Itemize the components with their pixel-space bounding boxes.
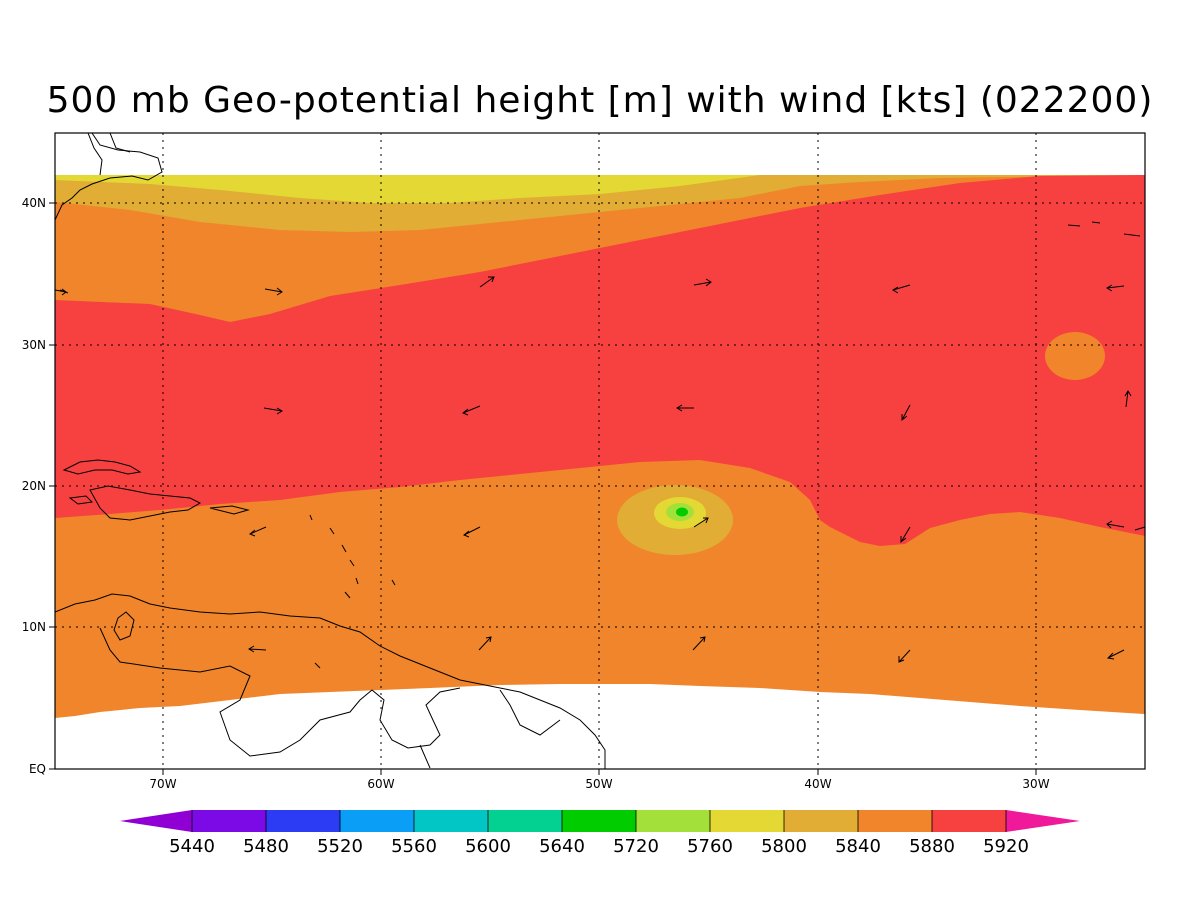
lat-label-20n: 20N: [22, 479, 46, 493]
colorbar-segment: [858, 810, 932, 832]
colorbar-label: 5640: [539, 836, 585, 857]
wind-vectors: [54, 276, 1146, 663]
wind-arrow: [249, 526, 267, 537]
no-data-region: [55, 684, 1145, 769]
wind-arrow: [693, 278, 712, 287]
lat-label-10n: 10N: [22, 620, 46, 634]
wind-arrow: [264, 287, 283, 296]
colorbar-label: 5440: [169, 836, 215, 857]
colorbar-label: 5600: [465, 836, 511, 857]
colorbar-right-tip: [1006, 810, 1080, 832]
wind-arrow: [263, 407, 283, 415]
lon-label-30w: 30W: [1022, 777, 1049, 791]
colorbar-segment: [710, 810, 784, 832]
colorbar-label: 5920: [983, 836, 1029, 857]
wind-arrow: [1134, 526, 1146, 531]
colorbar-segment: [488, 810, 562, 832]
map-title: 500 mb Geo-potential height [m] with win…: [46, 80, 1154, 121]
graticule: [55, 133, 1145, 769]
lat-label-eq: EQ: [29, 762, 46, 776]
coastline-puerto-rico: [209, 505, 250, 515]
coastline-atlantic-islands: [1067, 221, 1141, 237]
colorbar-segment: [192, 810, 266, 832]
colorbar-segment: [266, 810, 340, 832]
wind-arrow: [898, 649, 911, 663]
coastline-north-america: [55, 133, 163, 221]
colorbar-segment: [932, 810, 1006, 832]
colorbar-label: 5480: [243, 836, 289, 857]
wind-arrow: [693, 517, 709, 528]
wind-arrow: [1106, 284, 1125, 292]
colorbar-label: 5760: [687, 836, 733, 857]
wind-arrow: [1106, 649, 1125, 660]
plot-frame: [54, 132, 1146, 770]
contour-5920-band: [55, 175, 1145, 546]
colorbar-segment: [340, 810, 414, 832]
wind-arrow: [463, 526, 481, 538]
colorbar-label: 5800: [761, 836, 807, 857]
lat-label-30n: 30N: [22, 338, 46, 352]
colorbar-segment: [784, 810, 858, 832]
lon-label-40w: 40W: [804, 777, 831, 791]
colorbar-label: 5840: [835, 836, 881, 857]
colorbar: 5440 5480 5520 5560 5600 5640 5720 5760 …: [120, 810, 1080, 857]
coastline-lake-maracaibo: [113, 611, 135, 641]
coastline-jamaica: [68, 495, 94, 505]
wind-arrow: [892, 284, 911, 294]
border-lines-south-america: [99, 627, 561, 769]
wind-arrow: [248, 645, 267, 653]
coastline-hispaniola: [89, 485, 202, 521]
wind-arrow: [900, 526, 911, 544]
coastline-south-america: [55, 593, 606, 769]
colorbar-label: 5880: [909, 836, 955, 857]
wind-arrow: [478, 636, 492, 651]
lat-label-40n: 40N: [22, 196, 46, 210]
wind-arrow: [901, 404, 911, 422]
colorbar-segment: [562, 810, 636, 832]
wind-arrow: [1106, 520, 1125, 529]
colorbar-segment: [636, 810, 710, 832]
contour-5880-blob: [1045, 332, 1105, 380]
coastlines: [55, 133, 1141, 769]
coastline-lesser-antilles: [309, 514, 396, 669]
wind-arrow: [479, 276, 495, 288]
colorbar-label: 5560: [391, 836, 437, 857]
colorbar-label: 5720: [613, 836, 659, 857]
wind-arrow: [462, 405, 481, 416]
wind-arrow: [676, 404, 694, 412]
coastline-cuba: [62, 459, 142, 475]
tick-marks: [49, 202, 1037, 775]
wind-arrow: [1124, 390, 1132, 408]
wind-arrow: [692, 636, 706, 651]
lon-label-60w: 60W: [367, 777, 394, 791]
wind-arrow: [54, 288, 67, 296]
colorbar-label: 5520: [317, 836, 363, 857]
colorbar-segment: [414, 810, 488, 832]
lon-label-70w: 70W: [149, 777, 176, 791]
height-contours: [55, 175, 1145, 769]
colorbar-left-tip: [120, 810, 192, 832]
contour-5800-band: [55, 175, 760, 203]
lon-label-50w: 50W: [585, 777, 612, 791]
contour-5720-trough: [676, 507, 688, 517]
